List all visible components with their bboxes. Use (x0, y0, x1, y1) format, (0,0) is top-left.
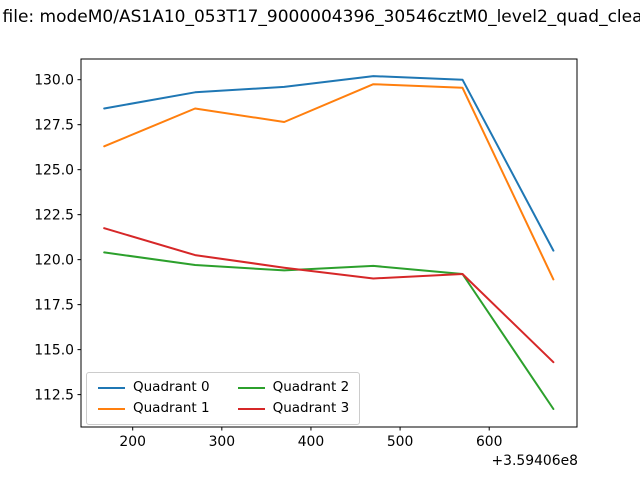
y-tick-label: 117.5 (34, 297, 74, 313)
legend-label: Quadrant 3 (272, 400, 350, 416)
series-line-quadrant-2 (103, 251, 555, 410)
legend-label: Quadrant 0 (133, 379, 210, 395)
y-tick-label: 120.0 (34, 252, 74, 268)
y-tick-label: 112.5 (34, 387, 74, 403)
y-tick-label: 122.5 (34, 207, 74, 223)
legend: Quadrant 0 Quadrant 2 Quadrant 1 Quadran… (86, 372, 361, 425)
legend-entry-quadrant-0: Quadrant 0 (98, 378, 210, 397)
x-tick-label: 300 (209, 434, 236, 450)
legend-line-icon (237, 386, 265, 389)
legend-entry-quadrant-3: Quadrant 3 (237, 399, 350, 418)
legend-line-icon (98, 386, 125, 389)
x-axis-offset-label: +3.59406e8 (492, 453, 578, 469)
legend-line-icon (98, 407, 125, 410)
y-tick-label: 125.0 (34, 162, 74, 178)
series-line-quadrant-3 (103, 227, 555, 364)
axes-frame (80, 58, 578, 428)
y-tick-label: 130.0 (34, 72, 74, 88)
legend-entry-quadrant-1: Quadrant 1 (98, 399, 210, 418)
y-tick-label: 127.5 (34, 117, 74, 133)
series-line-quadrant-1 (103, 83, 555, 281)
x-tick-label: 400 (298, 434, 325, 450)
x-tick-label: 500 (387, 434, 414, 450)
legend-line-icon (237, 407, 265, 410)
chart-title-text: a file: modeM0/AS1A10_053T17_9000004396_… (0, 7, 640, 27)
x-tick-label: 600 (476, 434, 503, 450)
y-tick-label: 115.0 (34, 342, 74, 358)
x-tick-label: 200 (119, 434, 146, 450)
chart-title: a file: modeM0/AS1A10_053T17_9000004396_… (0, 5, 640, 31)
series-line-quadrant-0 (103, 75, 555, 252)
legend-entry-quadrant-2: Quadrant 2 (237, 378, 350, 397)
legend-label: Quadrant 2 (272, 379, 350, 395)
legend-label: Quadrant 1 (133, 400, 210, 416)
